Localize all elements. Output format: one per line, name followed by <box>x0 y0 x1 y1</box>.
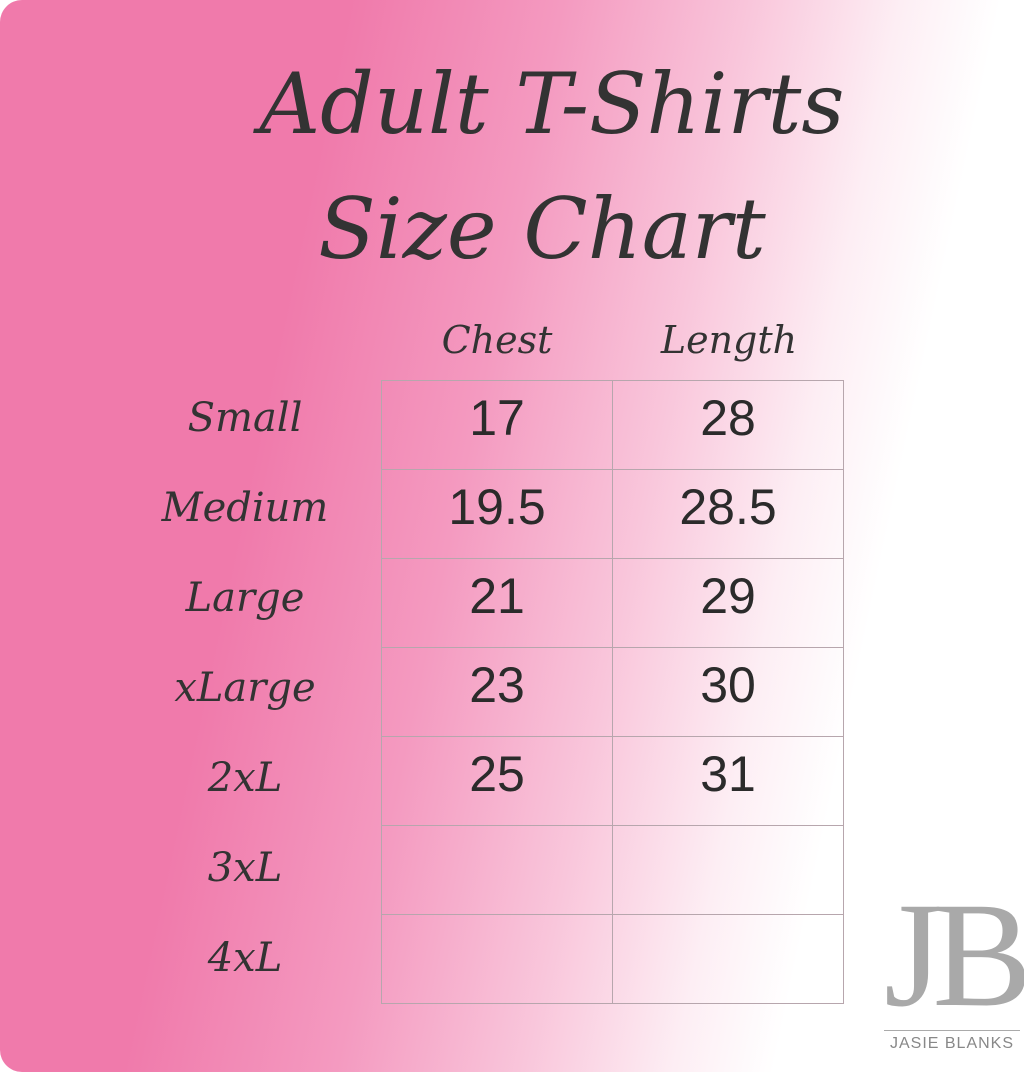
jasie-blanks-logo: JB JASIE BLANKS <box>884 872 1024 1053</box>
cell-length: 28 <box>612 380 844 470</box>
cell-chest: 19.5 <box>381 469 613 559</box>
cell-chest: 23 <box>381 647 613 737</box>
title-line-2: Size Chart <box>318 180 766 278</box>
title-line-1: Adult T-Shirts <box>259 55 845 153</box>
cell-length <box>612 825 844 915</box>
cell-length: 31 <box>612 736 844 826</box>
size-label: Medium <box>161 485 329 531</box>
logo-name: JASIE BLANKS <box>884 1030 1020 1053</box>
table-row <box>381 914 844 1004</box>
cell-length: 29 <box>612 558 844 648</box>
size-label: Large <box>185 575 305 621</box>
size-label: 4xL <box>207 935 283 981</box>
table-row <box>381 825 844 915</box>
logo-mark: JB <box>884 872 1024 1038</box>
table-row: 21 29 <box>381 558 844 648</box>
table-row: 19.5 28.5 <box>381 469 844 559</box>
cell-chest: 25 <box>381 736 613 826</box>
cell-chest <box>381 914 613 1004</box>
cell-length <box>612 914 844 1004</box>
table-row: 17 28 <box>381 380 844 470</box>
cell-length: 30 <box>612 647 844 737</box>
cell-chest: 21 <box>381 558 613 648</box>
table-row: 23 30 <box>381 647 844 737</box>
size-label: 3xL <box>207 845 283 891</box>
size-label: 2xL <box>207 755 283 801</box>
column-header-length: Length <box>660 318 798 362</box>
size-table: 17 28 19.5 28.5 21 29 23 30 25 31 <box>381 380 844 1004</box>
cell-chest: 17 <box>381 380 613 470</box>
column-header-chest: Chest <box>441 318 553 362</box>
table-row: 25 31 <box>381 736 844 826</box>
size-label: xLarge <box>174 665 316 711</box>
cell-length: 28.5 <box>612 469 844 559</box>
size-label: Small <box>187 395 303 441</box>
cell-chest <box>381 825 613 915</box>
